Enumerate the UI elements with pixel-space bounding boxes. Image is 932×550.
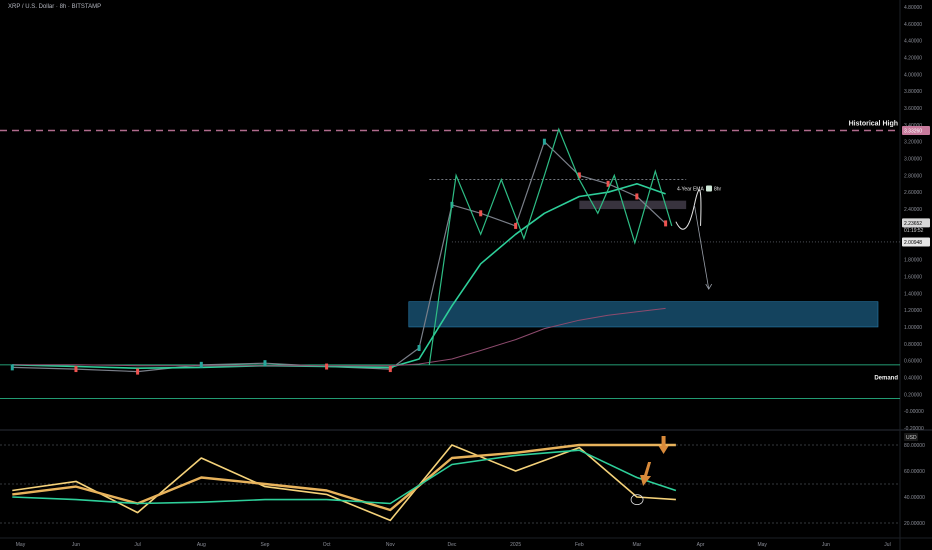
price-axis-label: 3.80000 <box>904 89 922 95</box>
price-candle <box>479 210 483 217</box>
price-candle <box>74 366 78 373</box>
time-axis-label: Nov <box>386 542 395 548</box>
price-axis-label: 1.40000 <box>904 291 922 297</box>
osc-axis-label: 60.00000 <box>904 469 925 475</box>
price-axis-label: 0.60000 <box>904 359 922 365</box>
price-axis-label: 4.00000 <box>904 72 922 78</box>
historical-high-price-tag-text: 3.33260 <box>904 129 922 135</box>
price-axis-label: 1.20000 <box>904 308 922 314</box>
time-axis-label: 2025 <box>510 542 521 548</box>
down-arrow-head <box>705 283 713 290</box>
price-axis-label: 3.00000 <box>904 157 922 163</box>
time-axis-label: Apr <box>697 542 705 548</box>
time-axis-label: Aug <box>197 542 206 548</box>
support-price-tag-text: 2.00948 <box>904 240 922 246</box>
osc-axis-label: 40.00000 <box>904 495 925 501</box>
price-axis-label: -0.00000 <box>904 409 924 415</box>
price-axis-label: 1.80000 <box>904 258 922 264</box>
price-axis-label: 0.20000 <box>904 392 922 398</box>
projection-curve <box>675 189 702 230</box>
osc-cross-circle <box>630 494 644 506</box>
time-axis-label: Jun <box>72 542 80 548</box>
osc-fast-line <box>12 444 676 522</box>
price-candle <box>199 361 203 368</box>
osc-header-box <box>904 433 918 441</box>
resistance-zone-box <box>579 200 687 210</box>
symbol-title: XRP / U.S. Dollar · 8h · BITSTAMP <box>8 4 102 10</box>
osc-slow-line <box>12 443 676 512</box>
price-axis-label: 2.80000 <box>904 173 922 179</box>
time-axis-label: May <box>16 542 26 548</box>
price-axis-label: 3.40000 <box>904 123 922 129</box>
ema-label-chip <box>706 185 712 192</box>
time-axis-label: Mar <box>633 542 642 548</box>
time-axis-label: Oct <box>323 542 331 548</box>
price-candle <box>664 220 668 227</box>
ema-4year-line <box>12 183 666 369</box>
price-axis-label: 4.80000 <box>904 5 922 11</box>
price-axis-label: 4.40000 <box>904 39 922 45</box>
price-axis-label: 4.20000 <box>904 56 922 62</box>
price-axis-label: 0.80000 <box>904 342 922 348</box>
zigzag-pattern-line <box>428 127 673 365</box>
price-candle <box>388 366 392 373</box>
price-candle <box>10 364 14 371</box>
time-axis-label: Feb <box>575 542 584 548</box>
down-arrow-line <box>693 204 710 290</box>
price-candle <box>417 345 421 352</box>
support-price-tag <box>902 237 930 247</box>
countdown-label: 01:19:52 <box>904 228 924 234</box>
historical-high-price-tag <box>902 126 930 136</box>
osc-axis-label: 80.00000 <box>904 443 925 449</box>
price-axis-label: 2.40000 <box>904 207 922 213</box>
price-axis-label: 3.60000 <box>904 106 922 112</box>
historical-high-label: Historical High <box>849 121 898 128</box>
price-axis-label: 1.00000 <box>904 325 922 331</box>
demand-zone-box <box>408 301 879 328</box>
time-axis-label: Jun <box>822 542 830 548</box>
time-axis-label: Jul <box>134 542 140 548</box>
price-axis-label: 0.40000 <box>904 375 922 381</box>
ema-long-line <box>12 307 666 367</box>
price-axis-label: 1.60000 <box>904 274 922 280</box>
price-candle <box>635 193 639 200</box>
price-candle <box>136 368 140 375</box>
time-axis-label: Jul <box>884 542 890 548</box>
price-candle <box>577 172 581 179</box>
price-candle <box>606 180 610 187</box>
osc-down-arrow <box>658 436 669 454</box>
price-series-line <box>12 141 667 373</box>
current-price-tag-text: 2.23652 <box>904 221 922 227</box>
price-candle <box>325 363 329 370</box>
osc-mid-line <box>12 449 677 505</box>
price-axis-label: -0.20000 <box>904 426 924 432</box>
osc-axis-label: 20.00000 <box>904 521 925 527</box>
osc-diagonal-arrow <box>640 462 652 486</box>
demand-label: Demand <box>874 375 898 381</box>
current-price-tag <box>902 218 930 228</box>
price-candle <box>542 138 546 145</box>
osc-header-label: USD <box>906 435 917 441</box>
price-axis-label: 2.60000 <box>904 190 922 196</box>
price-axis-label: 4.60000 <box>904 22 922 28</box>
price-candle <box>514 222 518 229</box>
ema-label: 4-Year EMA <box>677 187 704 193</box>
time-axis-label: May <box>757 542 767 548</box>
ema-label-suffix: 8hr <box>714 187 722 193</box>
time-axis-label: Sep <box>261 542 270 548</box>
price-candle <box>263 360 267 367</box>
price-axis-label: 3.20000 <box>904 140 922 146</box>
time-axis-label: Dec <box>447 542 456 548</box>
